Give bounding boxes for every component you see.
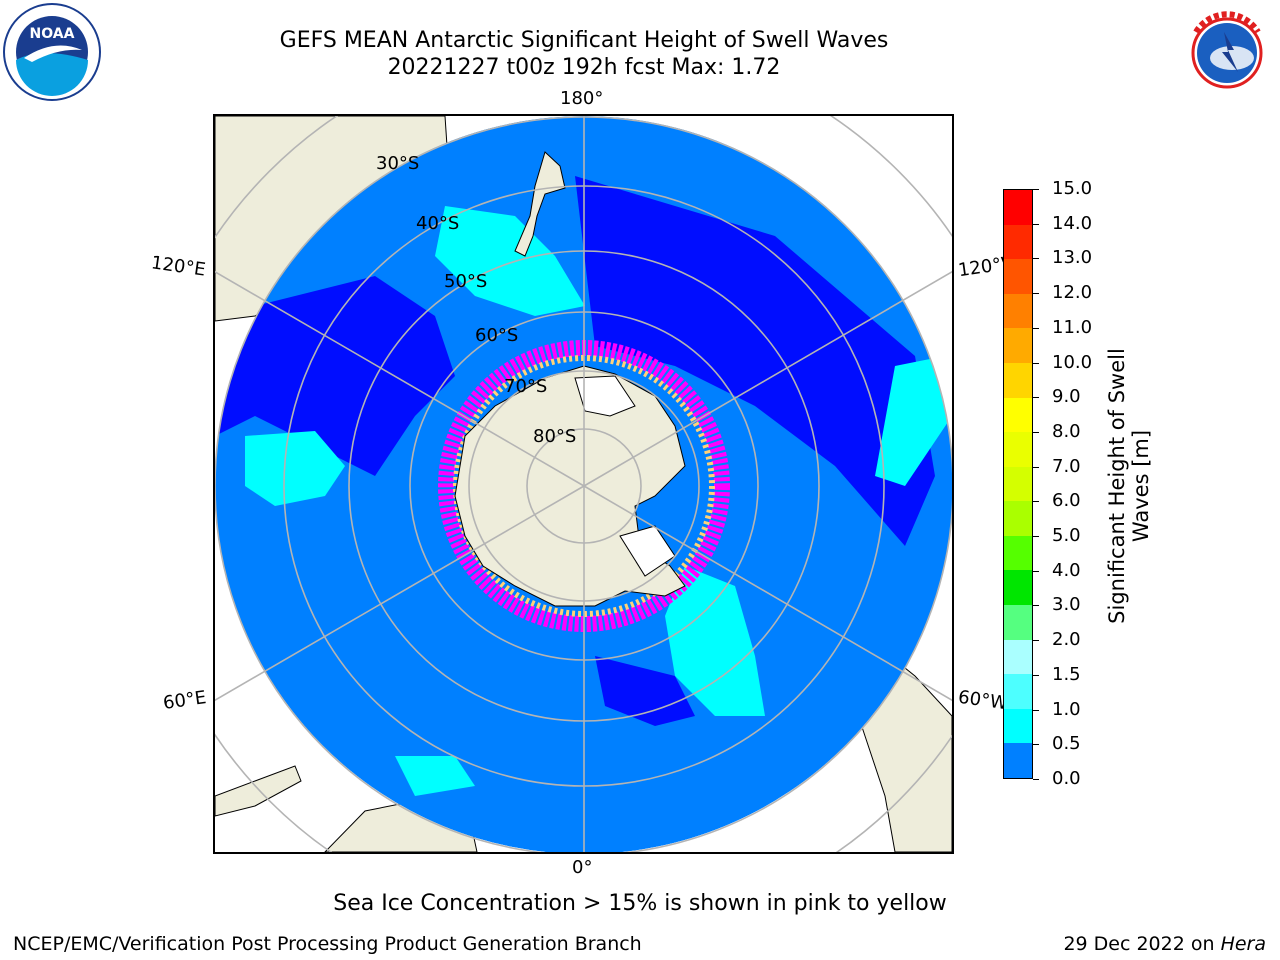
colorbar-tick-label: 0.0 xyxy=(1052,768,1081,789)
colorbar-segment xyxy=(1004,639,1032,675)
colorbar-segment xyxy=(1004,362,1032,399)
colorbar-tick-label: 6.0 xyxy=(1052,490,1081,512)
lon-label-120e: 120°E xyxy=(149,252,207,281)
swell-patch-atlantic xyxy=(665,566,765,716)
colorbar-tick-mark xyxy=(1033,189,1039,190)
colorbar-tick-mark xyxy=(1033,779,1039,780)
colorbar-tick-label: 12.0 xyxy=(1052,282,1093,304)
lat-label-60s: 60°S xyxy=(475,325,519,346)
colorbar-segment xyxy=(1004,605,1032,641)
lat-label-30s: 30°S xyxy=(376,153,420,174)
colorbar-segment xyxy=(1004,708,1032,744)
lat-label-50s: 50°S xyxy=(444,271,488,292)
longitude-grid xyxy=(215,116,952,852)
colorbar-tick-label: 8.0 xyxy=(1052,420,1081,442)
colorbar-segment xyxy=(1004,259,1032,295)
colorbar-tick-mark xyxy=(1033,362,1039,364)
colorbar-segment xyxy=(1004,466,1032,502)
colorbar-segment xyxy=(1004,570,1032,606)
colorbar-tick-label: 10.0 xyxy=(1052,351,1093,373)
footer-credit: NCEP/EMC/Verification Post Processing Pr… xyxy=(13,933,642,955)
chart-subtitle: 20221227 t00z 192h fcst Max: 1.72 xyxy=(387,55,781,80)
colorbar-tick-mark xyxy=(1033,709,1039,711)
colorbar-segment xyxy=(1004,328,1032,364)
colorbar-tick-label: 9.0 xyxy=(1052,386,1081,408)
footer-host: Hera xyxy=(1220,933,1266,955)
colorbar-segment xyxy=(1004,224,1032,260)
colorbar-segment xyxy=(1004,501,1032,537)
colorbar xyxy=(1003,189,1033,779)
colorbar-segment xyxy=(1004,432,1032,468)
colorbar-tick-mark xyxy=(1033,258,1039,260)
colorbar-tick-mark xyxy=(1033,466,1039,468)
low-swell-south xyxy=(595,656,695,726)
colorbar-tick-mark xyxy=(1033,605,1039,607)
colorbar-tick-label: 14.0 xyxy=(1052,212,1093,234)
colorbar-tick-mark xyxy=(1033,501,1039,503)
colorbar-tick-mark xyxy=(1033,431,1039,433)
colorbar-tick-label: 0.5 xyxy=(1052,733,1081,755)
colorbar-segment xyxy=(1004,535,1032,571)
colorbar-segment xyxy=(1004,674,1032,710)
lat-label-40s: 40°S xyxy=(416,213,460,234)
footer-date: 29 Dec 2022 on Hera xyxy=(1063,933,1266,955)
low-swell-indian xyxy=(215,276,455,476)
swell-patch-eastpac xyxy=(875,356,952,486)
colorbar-tick-label: 13.0 xyxy=(1052,247,1093,269)
colorbar-tick-mark xyxy=(1033,640,1039,642)
colorbar-segment xyxy=(1004,397,1032,433)
colorbar-tick-mark xyxy=(1033,293,1039,295)
colorbar-segment xyxy=(1004,743,1032,779)
colorbar-tick-mark xyxy=(1033,674,1039,676)
lon-label-0: 0° xyxy=(572,857,593,878)
colorbar-segment xyxy=(1004,190,1032,226)
lon-label-180: 180° xyxy=(560,88,604,109)
lon-label-60e: 60°E xyxy=(161,687,208,714)
colorbar-tick-label: 3.0 xyxy=(1052,594,1081,616)
noaa-logo: NOAA xyxy=(2,2,102,102)
colorbar-tick-mark xyxy=(1033,397,1039,399)
chart-title: GEFS MEAN Antarctic Significant Height o… xyxy=(279,28,889,53)
colorbar-tick-mark xyxy=(1033,570,1039,572)
swell-patch-indian xyxy=(245,431,345,506)
polar-map: 30°S 40°S 50°S 60°S 70°S 80°S xyxy=(213,114,954,854)
colorbar-tick-mark xyxy=(1033,327,1039,329)
colorbar-tick-mark xyxy=(1033,536,1039,538)
colorbar-segment xyxy=(1004,293,1032,329)
colorbar-tick-mark xyxy=(1033,744,1039,746)
colorbar-tick-label: 15.0 xyxy=(1052,178,1093,199)
lon-label-60w: 60°W xyxy=(956,686,1009,715)
colorbar-tick-label: 4.0 xyxy=(1052,559,1081,581)
sea-ice-annotation: Sea Ice Concentration > 15% is shown in … xyxy=(333,891,947,916)
colorbar-tick-label: 1.5 xyxy=(1052,663,1081,685)
noaa-logo-text: NOAA xyxy=(30,26,75,42)
new-zealand-land xyxy=(514,151,566,257)
lat-label-80s: 80°S xyxy=(533,426,577,447)
madagascar-land xyxy=(215,765,302,817)
swell-patch-southatl xyxy=(395,756,475,796)
low-swell-pacific xyxy=(575,176,935,546)
lat-label-70s: 70°S xyxy=(504,376,548,397)
swell-patch-tasman xyxy=(435,206,585,316)
colorbar-tick-label: 7.0 xyxy=(1052,455,1081,477)
colorbar-label: Significant Height of Swell Waves [m] xyxy=(1105,348,1153,624)
colorbar-tick-label: 11.0 xyxy=(1052,316,1093,338)
colorbar-tick-label: 5.0 xyxy=(1052,525,1081,547)
colorbar-tick-label: 1.0 xyxy=(1052,698,1081,720)
national-weather-service-logo xyxy=(1176,2,1278,104)
colorbar-tick-mark xyxy=(1033,223,1039,225)
colorbar-tick-label: 2.0 xyxy=(1052,629,1081,651)
